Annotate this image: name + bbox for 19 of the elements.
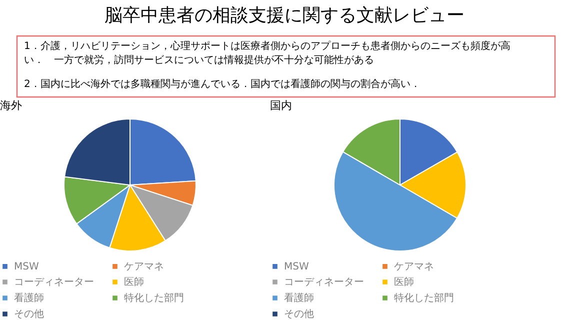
legend-label: 特化した部門 xyxy=(124,292,184,304)
chart-title: 国内 xyxy=(270,99,292,112)
legend-label: MSW xyxy=(14,261,39,272)
legend-label: コーディネーター xyxy=(284,277,364,288)
legend-label: ケアマネ xyxy=(394,261,434,272)
legend-label: MSW xyxy=(284,261,309,272)
legend-label: ケアマネ xyxy=(124,261,164,272)
text: 2．国内に比べ海外では多職種関与が進んでいる．国内では看護師の関与の割合が高い． xyxy=(24,78,420,90)
legend-label: 看護師 xyxy=(284,292,314,304)
legend-label: 特化した部門 xyxy=(394,292,454,304)
legend-label: その他 xyxy=(284,308,314,320)
legend-label: 看護師 xyxy=(14,292,44,304)
chart-title: 海外 xyxy=(0,99,22,112)
text: 1．介護，リハビリテーション，心理サポートは医療者側からのアプローチも患者側からのニーズも頻度が高い． 一方で就労，訪問サービスについては情報提供が不十分な可能性がある xyxy=(24,40,510,66)
legend-label: 医師 xyxy=(124,276,144,288)
legend-label: 医師 xyxy=(394,276,414,288)
text: 脳卒中患者の相談支援に関する文献レビュー xyxy=(104,5,464,26)
legend-label: その他 xyxy=(14,308,44,320)
legend-label: コーディネーター xyxy=(14,277,94,288)
